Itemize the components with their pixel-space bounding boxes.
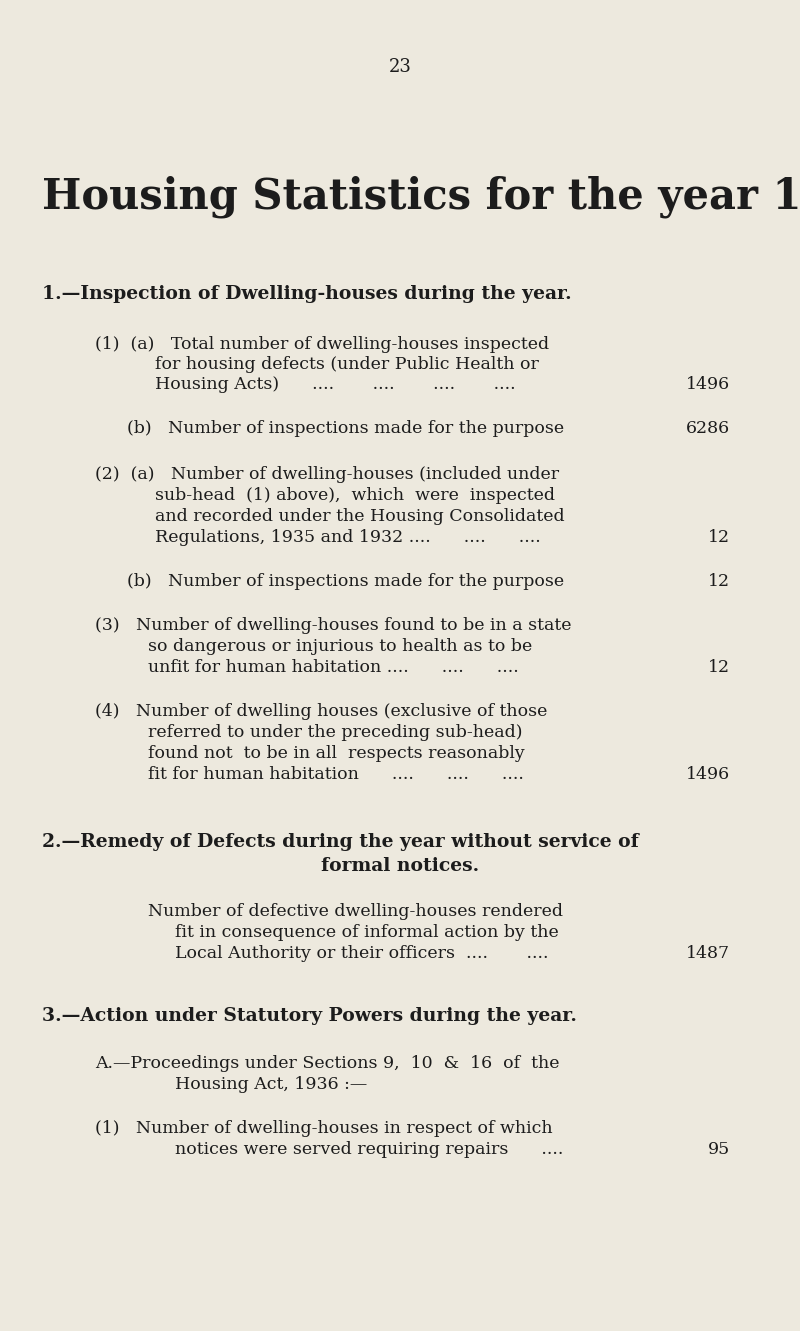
Text: (b)   Number of inspections made for the purpose: (b) Number of inspections made for the p… [127, 421, 564, 437]
Text: 95: 95 [708, 1141, 730, 1158]
Text: notices were served requiring repairs      ....: notices were served requiring repairs ..… [175, 1141, 563, 1158]
Text: Housing Act, 1936 :—: Housing Act, 1936 :— [175, 1075, 367, 1093]
Text: sub-head  (1) above),  which  were  inspected: sub-head (1) above), which were inspecte… [155, 487, 555, 504]
Text: 1496: 1496 [686, 767, 730, 783]
Text: 1487: 1487 [686, 945, 730, 962]
Text: 2.—Remedy of Defects during the year without service of: 2.—Remedy of Defects during the year wit… [42, 833, 638, 851]
Text: fit in consequence of informal action by the: fit in consequence of informal action by… [175, 924, 558, 941]
Text: (b)   Number of inspections made for the purpose: (b) Number of inspections made for the p… [127, 574, 564, 590]
Text: 3.—Action under Statutory Powers during the year.: 3.—Action under Statutory Powers during … [42, 1008, 577, 1025]
Text: A.—Proceedings under Sections 9,  10  &  16  of  the: A.—Proceedings under Sections 9, 10 & 16… [95, 1055, 559, 1071]
Text: (3)   Number of dwelling-houses found to be in a state: (3) Number of dwelling-houses found to b… [95, 618, 571, 634]
Text: (4)   Number of dwelling houses (exclusive of those: (4) Number of dwelling houses (exclusive… [95, 703, 547, 720]
Text: 1496: 1496 [686, 375, 730, 393]
Text: fit for human habitation      ....      ....      ....: fit for human habitation .... .... .... [148, 767, 524, 783]
Text: 12: 12 [708, 574, 730, 590]
Text: Regulations, 1935 and 1932 ....      ....      ....: Regulations, 1935 and 1932 .... .... ...… [155, 528, 541, 546]
Text: unfit for human habitation ....      ....      ....: unfit for human habitation .... .... ...… [148, 659, 518, 676]
Text: found not  to be in all  respects reasonably: found not to be in all respects reasonab… [148, 745, 525, 763]
Text: Local Authority or their officers  ....       ....: Local Authority or their officers .... .… [175, 945, 549, 962]
Text: 12: 12 [708, 528, 730, 546]
Text: and recorded under the Housing Consolidated: and recorded under the Housing Consolida… [155, 508, 565, 524]
Text: Housing Acts)      ....       ....       ....       ....: Housing Acts) .... .... .... .... [155, 375, 516, 393]
Text: (2)  (a)   Number of dwelling-houses (included under: (2) (a) Number of dwelling-houses (inclu… [95, 466, 559, 483]
Text: (1)  (a)   Total number of dwelling-houses inspected: (1) (a) Total number of dwelling-houses … [95, 335, 549, 353]
Text: 23: 23 [389, 59, 411, 76]
Text: formal notices.: formal notices. [321, 857, 479, 874]
Text: referred to under the preceding sub-head): referred to under the preceding sub-head… [148, 724, 522, 741]
Text: 1.—Inspection of Dwelling-houses during the year.: 1.—Inspection of Dwelling-houses during … [42, 285, 572, 303]
Text: Number of defective dwelling-houses rendered: Number of defective dwelling-houses rend… [148, 902, 563, 920]
Text: for housing defects (under Public Health or: for housing defects (under Public Health… [155, 355, 539, 373]
Text: (1)   Number of dwelling-houses in respect of which: (1) Number of dwelling-houses in respect… [95, 1119, 553, 1137]
Text: 12: 12 [708, 659, 730, 676]
Text: so dangerous or injurious to health as to be: so dangerous or injurious to health as t… [148, 638, 532, 655]
Text: Housing Statistics for the year 1951: Housing Statistics for the year 1951 [42, 174, 800, 217]
Text: 6286: 6286 [686, 421, 730, 437]
